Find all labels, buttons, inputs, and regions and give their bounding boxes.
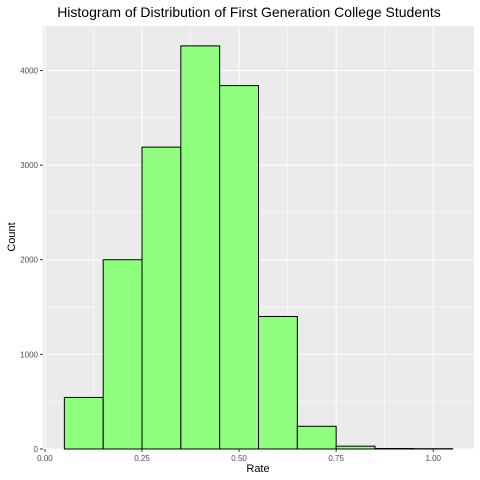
- chart-title: Histogram of Distribution of First Gener…: [57, 4, 441, 20]
- y-tick-label: 4000: [20, 66, 38, 75]
- histogram-bar: [296, 425, 337, 450]
- x-axis-title: Rate: [246, 463, 269, 475]
- y-tick-label: 3000: [20, 161, 38, 170]
- x-tick-label: 0.00: [37, 454, 53, 463]
- x-tick-label: 0.75: [328, 454, 344, 463]
- x-axis: 0.00 0.25 0.50 0.75 1.00: [37, 449, 442, 463]
- y-axis-title: Count: [6, 222, 18, 251]
- histogram-bar: [258, 316, 298, 450]
- x-tick-label: 0.50: [231, 454, 247, 463]
- y-axis: 0 1000 2000 3000 4000: [20, 66, 43, 454]
- y-tick-label: 2000: [20, 256, 38, 265]
- y-tick-label: 1000: [20, 350, 38, 359]
- histogram-bar: [102, 259, 143, 450]
- y-tick-label: 0: [34, 445, 39, 454]
- histogram-bar: [141, 146, 182, 450]
- histogram-bar: [180, 45, 221, 450]
- bars: [63, 45, 454, 450]
- histogram-bar: [219, 85, 259, 450]
- histogram-bar: [63, 396, 104, 450]
- x-tick-label: 0.25: [134, 454, 150, 463]
- x-tick-label: 1.00: [425, 454, 441, 463]
- histogram-bar: [335, 445, 376, 450]
